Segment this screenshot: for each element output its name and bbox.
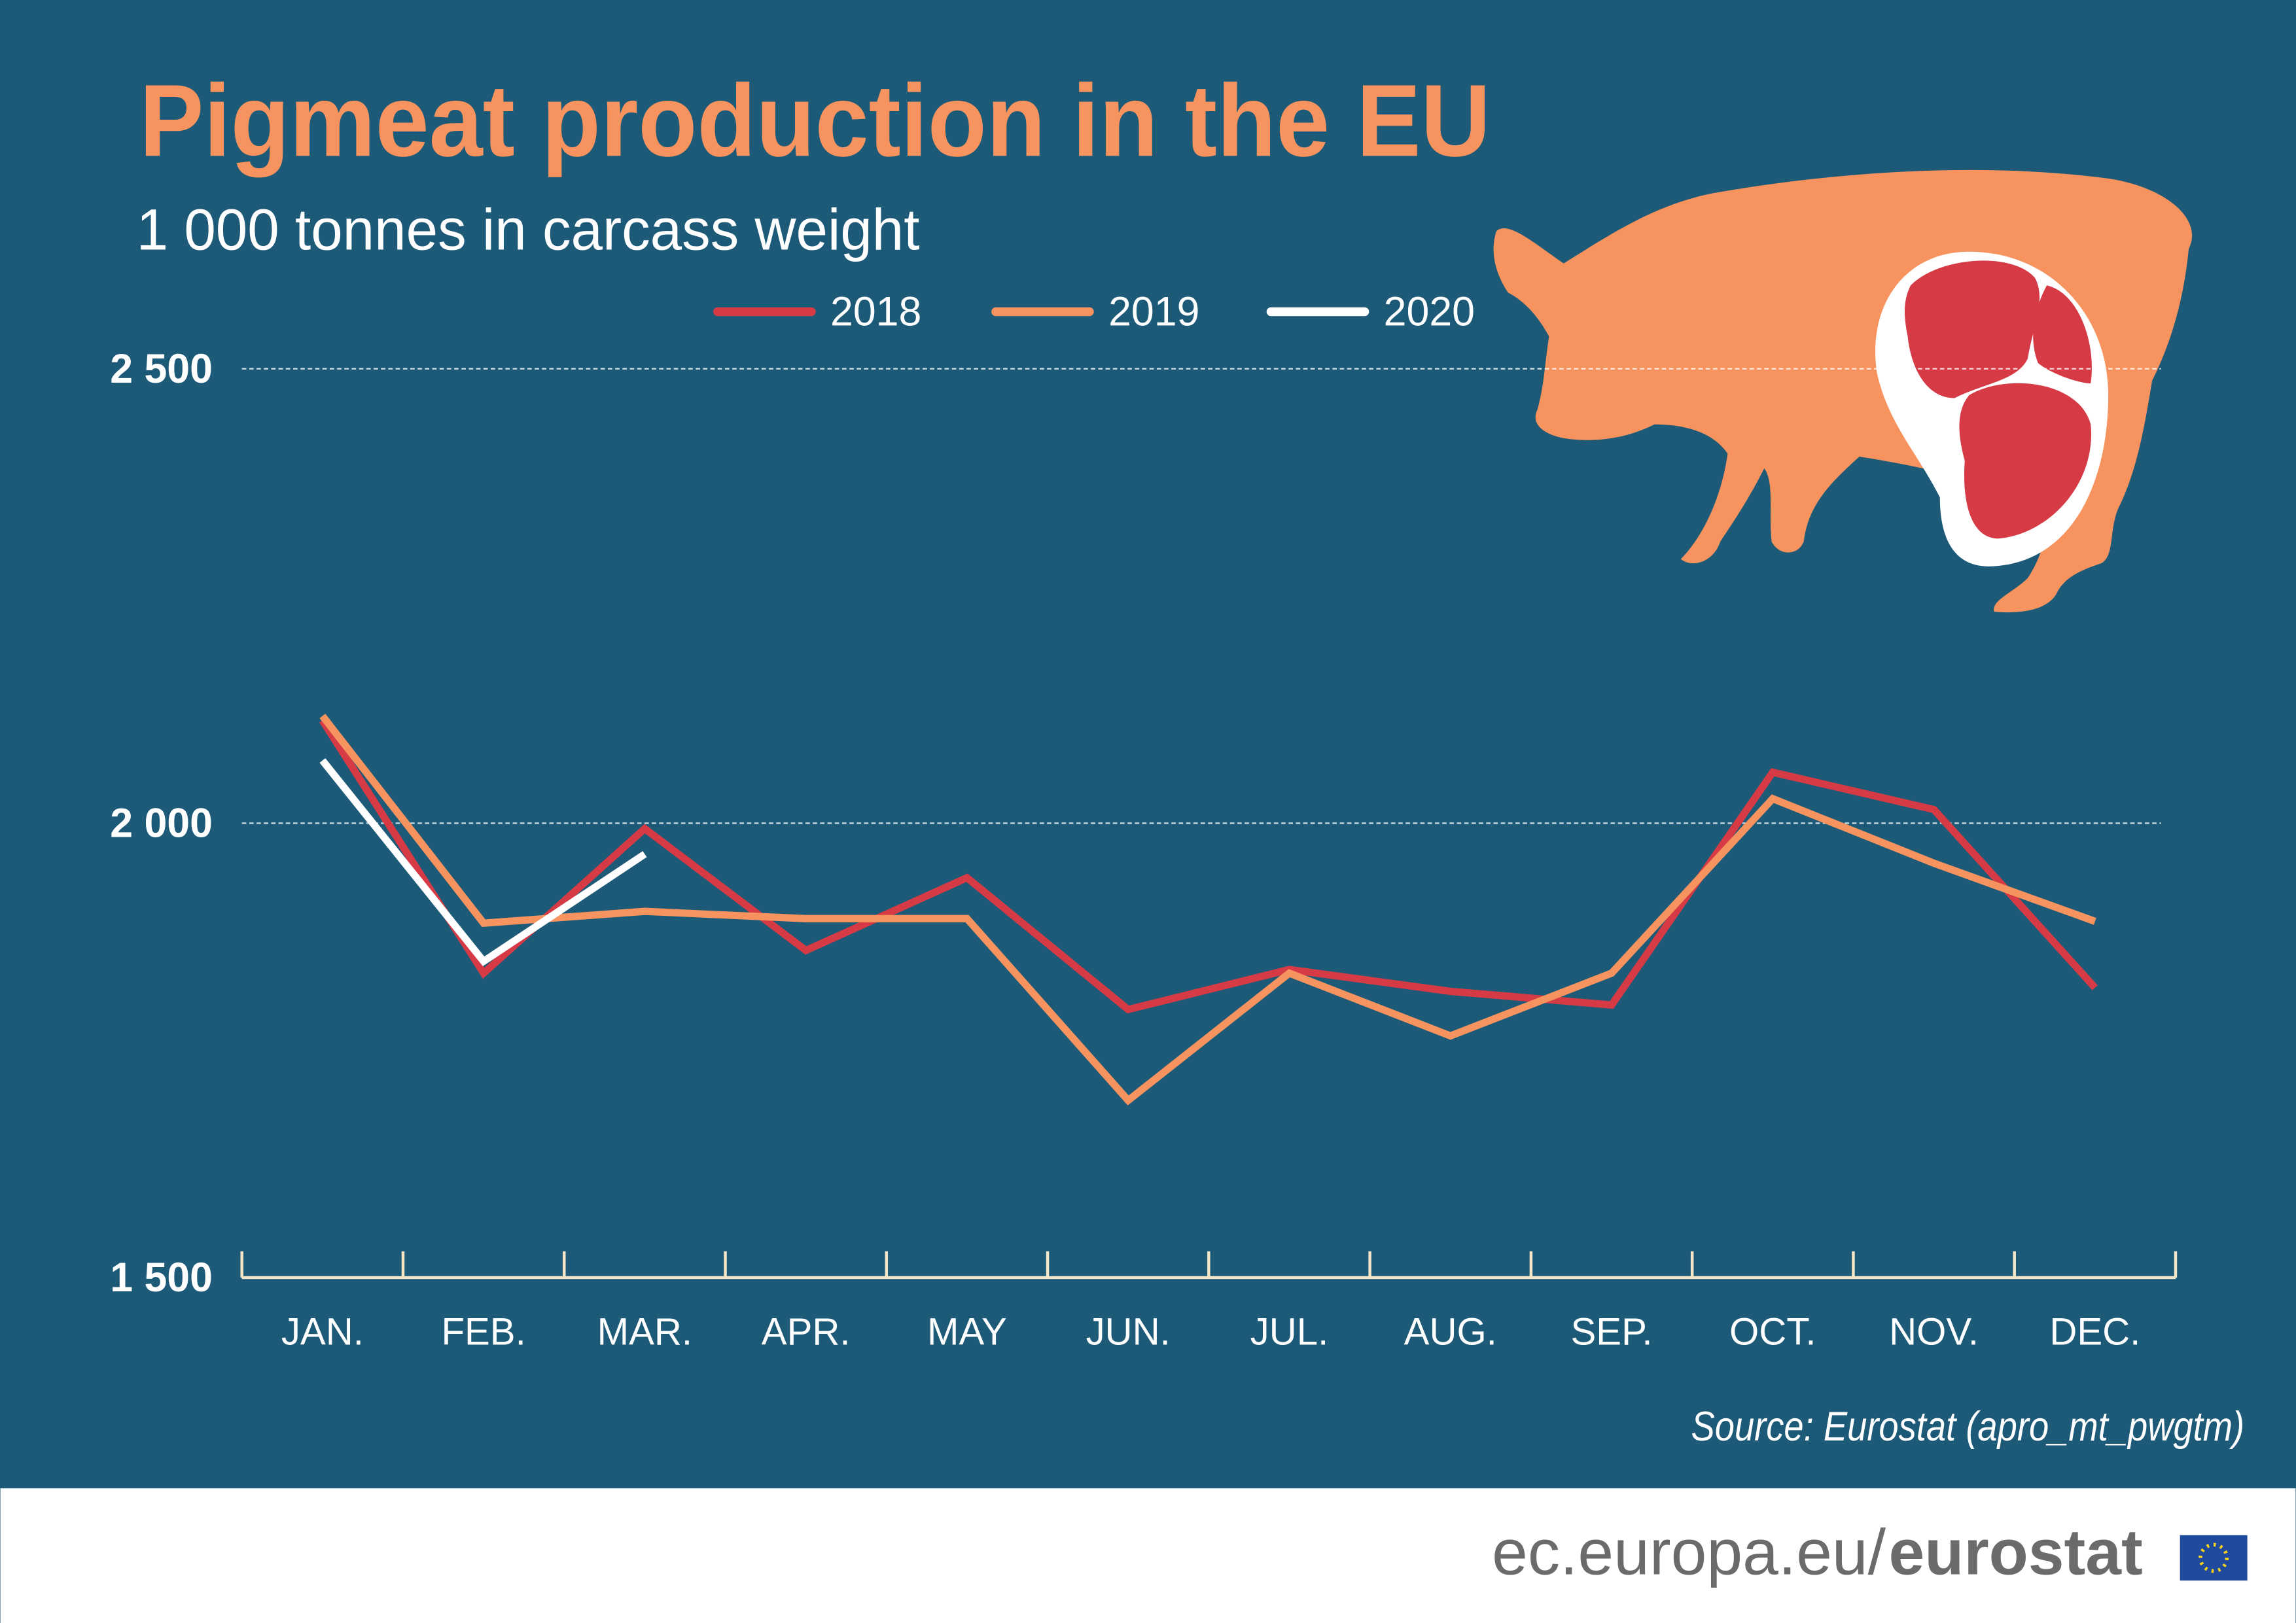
x-tick-label: MAR. xyxy=(597,1311,692,1353)
x-tick-label: JUN. xyxy=(1086,1311,1171,1353)
line-series xyxy=(319,718,2098,1014)
source-note: Source: Eurostat (apro_mt_pwgtm) xyxy=(1691,1404,2244,1450)
x-tick-label: JUL. xyxy=(1250,1311,1329,1353)
x-tick-label: MAY xyxy=(927,1311,1007,1353)
plot-area: 1 500 2 000 2 500 JAN. FEB. MAR. APR. MAY JUN. JU… xyxy=(110,289,2178,1353)
x-tick-label: AUG. xyxy=(1404,1311,1497,1353)
pig-illustration xyxy=(1493,169,2193,613)
eu-flag xyxy=(2180,1535,2248,1581)
x-tick-label: OCT. xyxy=(1729,1311,1816,1353)
x-tick-label: NOV. xyxy=(1889,1311,1979,1353)
footer-band xyxy=(0,1488,2296,1623)
line-series xyxy=(319,758,647,967)
x-tick-label: APR. xyxy=(762,1311,851,1353)
y-tick-label: 1 500 xyxy=(110,1255,213,1300)
legend-label: 2020 xyxy=(1384,289,1475,335)
legend-label: 2019 xyxy=(1108,289,1199,335)
chart-title: Pigmeat production in the EU xyxy=(139,63,1491,178)
footer-site: ec.europa.eu/ xyxy=(1492,1516,1886,1588)
x-tick-label: FEB. xyxy=(441,1311,525,1353)
x-tick-label: JAN. xyxy=(281,1311,364,1353)
legend-label: 2018 xyxy=(830,289,921,335)
y-tick-label: 2 000 xyxy=(110,800,213,846)
chart-subtitle: 1 000 tonnes in carcass weight xyxy=(137,197,920,262)
x-tick-label: SEP. xyxy=(1571,1311,1653,1353)
x-tick-label: DEC. xyxy=(2049,1311,2140,1353)
y-tick-label: 2 500 xyxy=(110,346,213,392)
footer-brand: eurostat xyxy=(1888,1516,2142,1588)
line-series xyxy=(319,714,2096,1106)
